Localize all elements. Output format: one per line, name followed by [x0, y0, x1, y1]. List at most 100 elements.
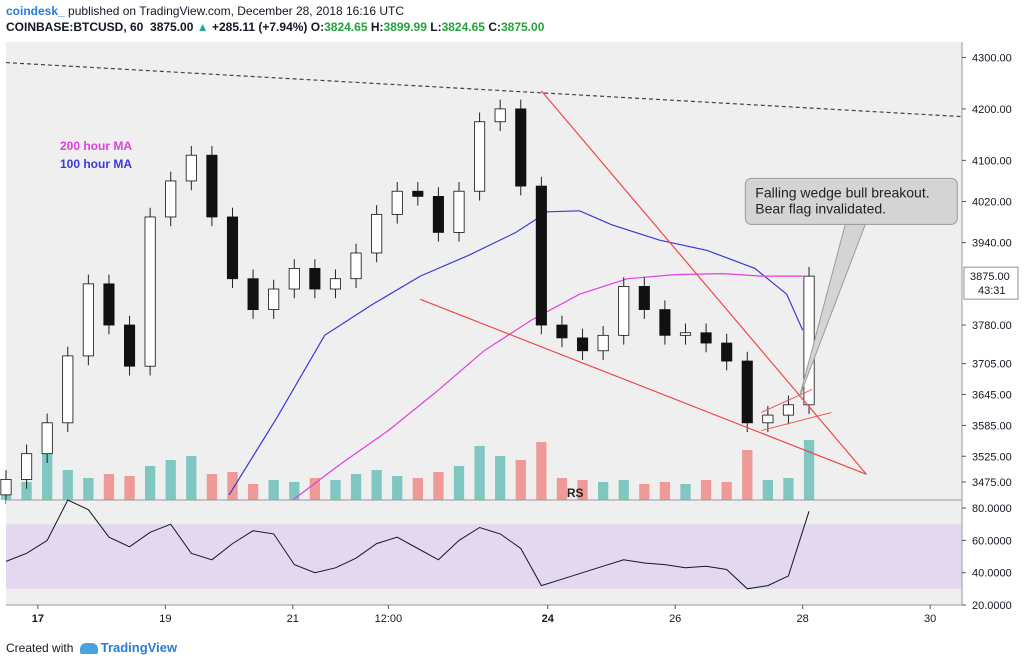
ma100-line	[228, 210, 804, 496]
wedge-upper-line	[540, 90, 867, 475]
volume-bar	[762, 480, 774, 500]
volume-bar	[83, 478, 94, 500]
rsi-tick-label: 60.0000	[972, 535, 1012, 547]
created-with-text: Created with	[6, 641, 74, 655]
volume-bar	[742, 450, 753, 500]
ma200-line	[292, 272, 803, 501]
candle	[206, 154, 218, 218]
volume-bar	[62, 470, 73, 500]
candles	[0, 99, 815, 505]
volume-bar	[103, 474, 115, 500]
time-tick-label: 21	[287, 613, 299, 625]
candle	[741, 360, 753, 424]
candle	[659, 309, 671, 336]
high-label: H:	[370, 20, 384, 34]
volume-bar	[536, 442, 547, 500]
tradingview-brand[interactable]: TradingView	[100, 640, 178, 655]
price-marker-box	[963, 266, 1019, 300]
candle	[309, 268, 321, 290]
rsi-line	[5, 499, 810, 590]
price-pane-background	[6, 42, 962, 500]
change-arrow-icon: ▲	[196, 20, 209, 34]
candle	[597, 334, 609, 352]
price-tick-label: 3780.00	[972, 320, 1012, 332]
rsi-tick-label: 80.0000	[972, 503, 1012, 515]
candle	[618, 286, 630, 336]
publisher-name[interactable]: coindesk_	[6, 4, 65, 18]
volume-bar	[392, 476, 403, 500]
price-tick-label: 3705.00	[972, 359, 1012, 371]
volume-bar	[330, 480, 341, 500]
rsi-tick-label: 40.0000	[972, 568, 1012, 580]
trend-lines	[5, 61, 963, 475]
candle	[535, 185, 547, 326]
volume-bar	[124, 476, 135, 500]
price-tick-label: 3645.00	[972, 390, 1012, 402]
volume-bar	[659, 482, 671, 500]
candle	[556, 324, 568, 339]
annotation-line: Bear flag invalidated.	[755, 200, 886, 216]
time-tick-label: 28	[797, 613, 809, 625]
price-change: +285.11 (+7.94%)	[212, 20, 308, 34]
volume-bar	[42, 440, 53, 500]
volume-bar	[412, 478, 423, 500]
footer: Created with TradingView	[6, 640, 177, 655]
flag-lower-line	[761, 412, 832, 431]
candle	[494, 108, 506, 123]
close-value: 3875.00	[500, 20, 545, 34]
volume-bar	[700, 480, 712, 500]
volume-bar	[309, 478, 321, 500]
time-tick-label: 12:00	[375, 613, 403, 625]
volume-bar	[639, 484, 650, 500]
time-tick-label: 19	[159, 613, 171, 625]
volume-bar	[247, 484, 259, 500]
candle	[576, 337, 589, 352]
price-tick-label: 3585.00	[972, 420, 1012, 432]
price-marker-countdown: 43:31	[978, 285, 1006, 297]
price-tick-label: 3525.00	[972, 451, 1012, 463]
candle	[679, 332, 692, 336]
candle	[515, 108, 527, 187]
volume-bars	[0, 440, 815, 500]
candle	[268, 288, 280, 310]
candle	[412, 190, 424, 197]
candle	[226, 216, 239, 280]
candle	[782, 404, 794, 416]
volume-bar	[186, 456, 197, 500]
volume-bar	[165, 460, 176, 500]
price-pane[interactable]	[6, 42, 962, 500]
candle	[474, 121, 486, 192]
candle	[762, 414, 774, 424]
volume-bar	[577, 480, 588, 500]
candle	[165, 180, 177, 218]
volume-bar	[227, 472, 238, 500]
candle	[350, 252, 362, 280]
rsi-tick-label: 20.0000	[972, 600, 1012, 612]
price-tick-label: 4300.00	[972, 52, 1012, 64]
wedge-lower-line	[420, 298, 867, 475]
candle	[371, 213, 383, 254]
volume-bar	[474, 446, 485, 500]
volume-bar	[144, 466, 156, 500]
price-tick-label: 4200.00	[972, 104, 1012, 116]
volume-bar	[783, 478, 794, 500]
rsi-band	[6, 524, 962, 589]
volume-bar	[289, 482, 300, 500]
volume-bar	[268, 480, 279, 500]
rsi-pane[interactable]	[5, 499, 962, 605]
annotation-line: Falling wedge bull breakout.	[755, 184, 929, 200]
flag-upper-line	[761, 388, 813, 413]
price-tick-label: 4020.00	[972, 197, 1012, 209]
axes: RS 4300.00 4200.00 4100.00 4020.00 3940.00 378…	[6, 42, 1019, 625]
candle	[700, 332, 712, 344]
price-tick-label: 4100.00	[972, 155, 1012, 167]
candle	[247, 278, 259, 310]
candle	[288, 268, 300, 290]
price-tick-label: 3940.00	[972, 238, 1012, 250]
resistance-line	[5, 61, 963, 118]
pattern-label: RS	[567, 486, 584, 500]
time-tick-label: 17	[32, 613, 44, 625]
publish-info: coindesk_ published on TradingView.com, …	[6, 4, 404, 18]
volume-bar	[556, 478, 568, 500]
